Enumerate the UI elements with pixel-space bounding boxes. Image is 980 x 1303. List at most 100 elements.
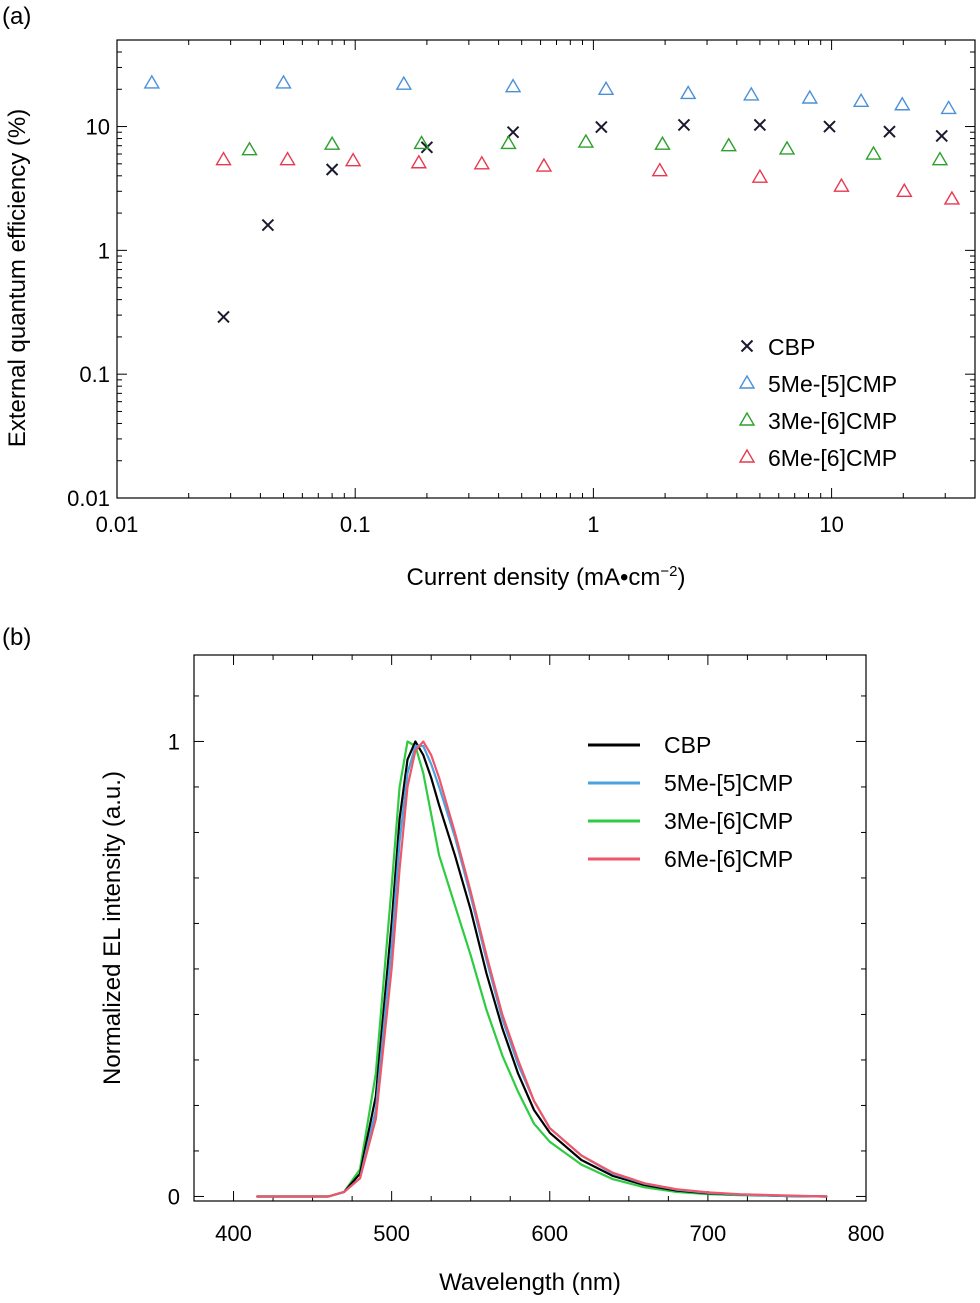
legend-marker [738,448,756,463]
data-point [500,135,517,150]
panel-a-legend: CBP 5Me-[5]CMP 3Me-[6]CMP 6Me-[6]CMP [738,334,897,471]
legend-label: CBP [768,334,815,360]
data-point [943,190,961,205]
data-point [595,120,608,134]
data-point [852,92,870,107]
data-point [778,140,796,155]
data-point [143,74,161,89]
data-point [395,75,413,90]
legend-marker [740,339,754,353]
panel-a-label: (a) [2,3,31,30]
data-point [679,85,697,100]
legend-label: CBP [664,732,711,758]
data-point [279,151,296,166]
marker-stroke [883,125,896,138]
data-point [931,151,949,166]
data-point [241,141,258,156]
marker-stroke [740,339,754,353]
data-point [743,86,760,101]
data-point [413,135,430,150]
panel-b-y-axis-title: Normalized EL intensity (a.u.) [99,771,126,1085]
panel-b-tick-labels: 400 500 600 700 800 0 1 [168,729,885,1246]
panel-a-eqe-chart: (a) 0.01 0.1 1 10 0.01 0.1 1 10 Current density… [2,3,976,591]
data-point [940,100,957,115]
x-tick-label: 0.01 [96,512,139,537]
data-point [504,78,522,93]
data-point [217,310,230,324]
legend-label: 3Me-[6]CMP [664,808,793,834]
marker-stroke [753,118,767,132]
marker-stroke [506,126,520,139]
marker-stroke [325,163,339,176]
data-point [654,135,671,150]
y-tick-label: 0 [168,1184,180,1209]
legend-label: 5Me-[5]CMP [664,770,793,796]
y-tick-label: 10 [86,115,110,140]
data-point [275,74,292,89]
x-tick-label: 10 [819,512,843,537]
data-point [535,157,553,172]
y-tick-label: 0.01 [67,486,110,511]
marker-stroke [217,310,230,324]
y-tick-label: 1 [98,238,110,263]
marker-stroke [595,120,608,134]
panel-a-y-axis-title: External quantum efficiency (%) [4,109,31,447]
data-point [865,145,882,160]
data-point [506,126,520,139]
data-point [894,96,911,111]
series-line [256,740,828,1198]
data-point [651,162,669,177]
x-tick-label: 1 [587,512,599,537]
legend-marker [738,411,756,426]
panel-a-x-axis-title: Current density (mA•cm−2) [407,563,686,591]
panel-a-tick-marks [116,39,976,499]
panel-a-tick-labels: 0.01 0.1 1 10 0.01 0.1 1 10 [67,115,844,537]
data-point [935,129,948,143]
x-tick-label: 600 [531,1221,568,1246]
y-tick-label: 0.1 [79,362,110,387]
legend-label: 3Me-[6]CMP [768,408,897,434]
data-point [801,89,819,104]
data-point [420,141,434,154]
panel-a-plot-frame [116,39,976,499]
panel-b-legend: CBP 5Me-[5]CMP 3Me-[6]CMP 6Me-[6]CMP [588,732,793,872]
legend-label: 6Me-[6]CMP [768,445,897,471]
data-point [896,182,913,197]
legend-label: 5Me-[5]CMP [768,371,897,397]
data-point [597,80,615,95]
data-point [323,135,341,150]
data-point [344,152,362,167]
marker-stroke [935,129,948,143]
x-tick-label: 400 [215,1221,252,1246]
data-point [677,118,691,132]
x-tick-label: 800 [848,1221,885,1246]
panel-b-label: (b) [2,624,31,651]
marker-stroke [823,120,836,133]
legend-marker [738,374,756,389]
panel-b-el-spectra-chart: (b) 400 500 600 700 800 0 1 Wavelength (nm) No… [2,624,884,1296]
x-tick-label: 700 [690,1221,727,1246]
data-point [751,168,769,183]
marker-stroke [420,141,434,154]
panel-b-x-axis-title: Wavelength (nm) [439,1269,621,1296]
x-tick-label: 500 [373,1221,410,1246]
y-tick-label: 1 [168,729,180,754]
data-point [720,137,737,152]
marker-stroke [677,118,691,132]
panel-b-tick-marks [194,655,867,1201]
data-point [577,133,595,148]
data-point [833,177,850,192]
legend-label: 6Me-[6]CMP [664,846,793,872]
data-point [325,163,339,176]
series-line [256,740,828,1198]
data-point [883,125,896,138]
panel-a-data-points [143,74,961,324]
data-point [410,154,428,169]
data-point [473,155,491,170]
x-tick-label: 0.1 [340,512,371,537]
data-point [753,118,767,132]
data-point [261,218,275,232]
data-point [823,120,836,133]
panel-b-plot-frame [193,654,867,1202]
